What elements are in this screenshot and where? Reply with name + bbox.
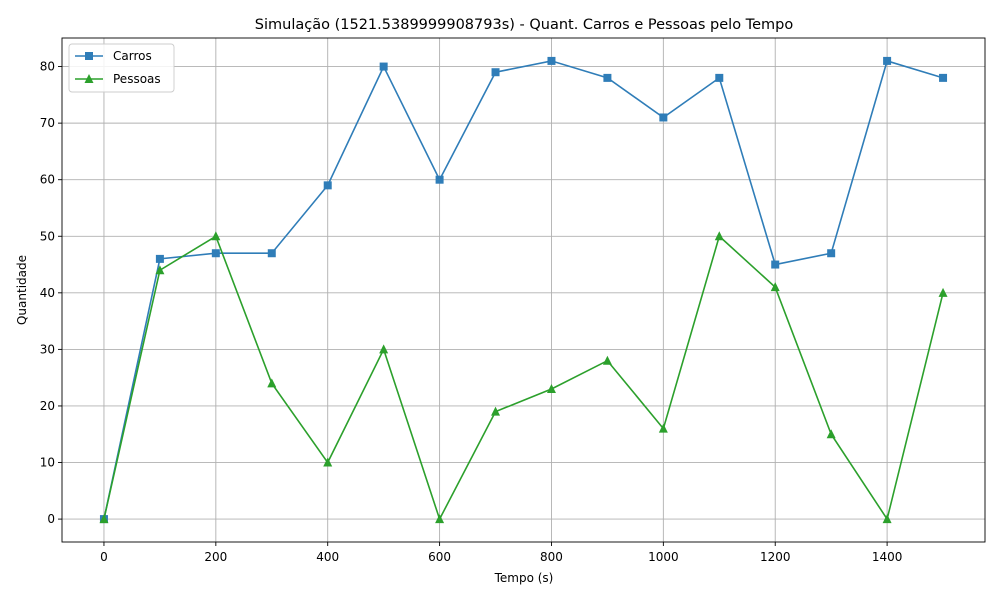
- y-axis-ticks: 0 10 20 30 40 50 60 70 80: [40, 60, 62, 526]
- series-layer: [99, 56, 948, 524]
- data-point: [379, 62, 388, 71]
- x-tick-label: 1200: [760, 550, 791, 564]
- series-line: [103, 234, 944, 522]
- data-point: [603, 73, 612, 82]
- data-point: [379, 344, 389, 354]
- y-tick-label: 40: [40, 286, 55, 300]
- series-carros: [99, 56, 948, 524]
- grid: [62, 38, 985, 542]
- data-point: [435, 175, 444, 184]
- data-point: [491, 406, 501, 416]
- data-point: [547, 56, 556, 65]
- legend-swatch-marker: [84, 74, 94, 83]
- x-tick-label: 600: [428, 550, 451, 564]
- data-point: [827, 249, 836, 258]
- x-tick-label: 800: [540, 550, 563, 564]
- data-point: [659, 113, 668, 122]
- chart-title: Simulação (1521.5389999908793s) - Quant.…: [255, 17, 794, 33]
- x-axis-ticks: 0 200 400 600 800 1000 1200 1400: [100, 542, 902, 564]
- y-tick-label: 60: [40, 173, 55, 187]
- legend-label: Carros: [113, 49, 152, 63]
- x-tick-label: 400: [316, 550, 339, 564]
- data-point: [435, 514, 445, 524]
- data-point: [883, 56, 892, 65]
- data-point: [658, 423, 668, 433]
- data-point: [211, 231, 221, 241]
- legend-entry-pessoas: Pessoas: [75, 72, 161, 86]
- data-point: [267, 249, 276, 258]
- plot-frame: [61, 37, 986, 543]
- x-tick-label: 0: [100, 550, 108, 564]
- data-point: [155, 254, 164, 263]
- x-tick-label: 200: [204, 550, 227, 564]
- data-point: [938, 287, 948, 297]
- data-point: [155, 265, 165, 275]
- x-tick-label: 1400: [872, 550, 903, 564]
- series-pessoas: [99, 231, 948, 524]
- data-point: [714, 231, 724, 241]
- legend-label: Pessoas: [113, 72, 161, 86]
- data-point: [99, 514, 109, 524]
- y-tick-label: 70: [40, 116, 55, 130]
- y-tick-label: 0: [47, 512, 55, 526]
- x-axis-label: Tempo (s): [494, 571, 554, 585]
- data-point: [826, 429, 836, 439]
- data-point: [546, 383, 556, 393]
- legend-swatch-marker: [85, 52, 93, 60]
- data-point: [715, 73, 724, 82]
- y-tick-label: 30: [40, 342, 55, 356]
- y-tick-label: 20: [40, 399, 55, 413]
- data-point: [211, 249, 220, 258]
- data-point: [323, 457, 333, 467]
- data-point: [602, 355, 612, 365]
- data-point: [267, 378, 277, 388]
- y-tick-label: 80: [40, 60, 55, 74]
- data-point: [771, 260, 780, 269]
- y-tick-label: 50: [40, 229, 55, 243]
- y-axis-label: Quantidade: [15, 255, 29, 325]
- series-line: [103, 59, 944, 520]
- data-point: [939, 73, 948, 82]
- data-point: [323, 181, 332, 190]
- y-tick-label: 10: [40, 456, 55, 470]
- data-point: [491, 68, 500, 77]
- data-point: [882, 514, 892, 524]
- legend: Carros Pessoas: [68, 43, 175, 93]
- data-point: [770, 282, 780, 292]
- legend-entry-carros: Carros: [75, 49, 152, 63]
- x-tick-label: 1000: [648, 550, 679, 564]
